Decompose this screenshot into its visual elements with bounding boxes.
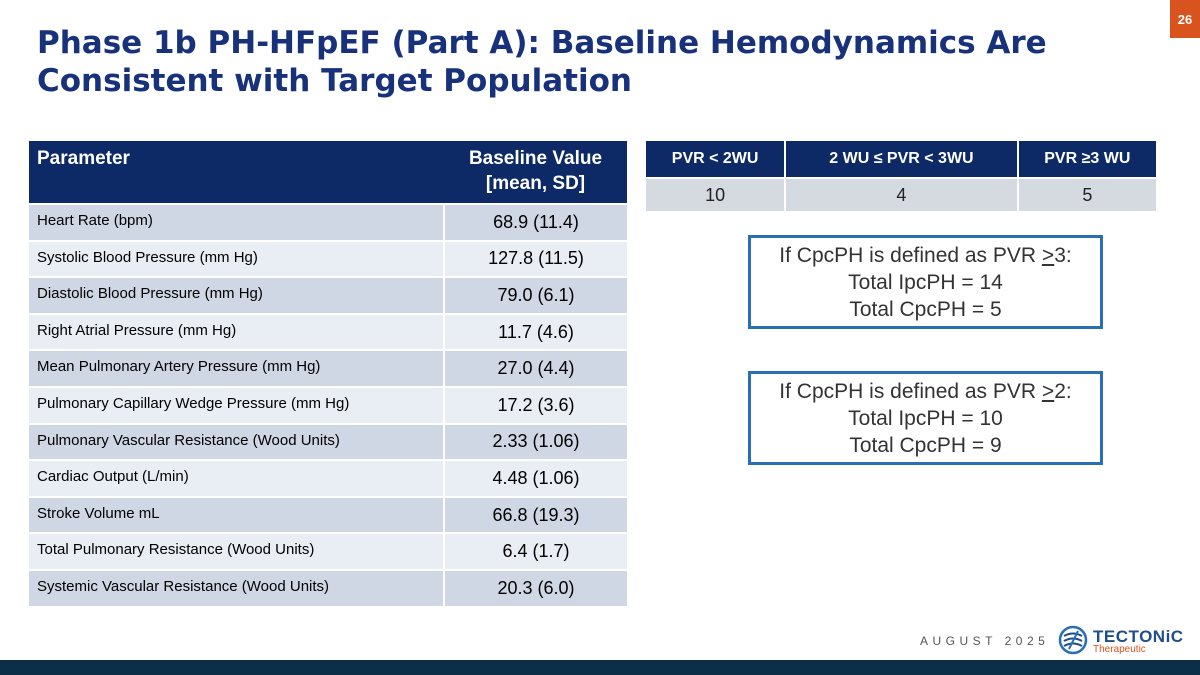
callout-cpcph-total: Total CpcPH = 5 [849, 298, 1002, 321]
table-row: Systemic Vascular Resistance (Wood Units… [29, 568, 627, 606]
pvr-distribution-table: PVR < 2WU 2 WU ≤ PVR < 3WU PVR ≥3 WU 10 … [646, 141, 1156, 211]
callout-threshold-value: 2: [1054, 380, 1072, 403]
bottom-bar [0, 660, 1200, 675]
table-row: Total Pulmonary Resistance (Wood Units) … [29, 532, 627, 570]
parameter-name: Mean Pulmonary Artery Pressure (mm Hg) [29, 349, 444, 387]
table-row: Cardiac Output (L/min) 4.48 (1.06) [29, 459, 627, 497]
parameter-value: 17.2 (3.6) [443, 385, 627, 424]
slide-number: 26 [1170, 0, 1200, 38]
callout-definition: If CpcPH is defined as PVR >3: [751, 242, 1100, 269]
count-pvr-gte-3: 5 [1016, 177, 1156, 211]
parameter-value: 2.33 (1.06) [443, 422, 627, 461]
slide-title: Phase 1b PH-HFpEF (Part A): Baseline Hem… [37, 25, 1047, 99]
parameter-name: Diastolic Blood Pressure (mm Hg) [29, 276, 444, 314]
callout-pvr-3: If CpcPH is defined as PVR >3: Total Ipc… [748, 235, 1103, 329]
parameter-name: Stroke Volume mL [29, 495, 444, 534]
parameter-value: 79.0 (6.1) [443, 276, 627, 314]
callout-threshold-value: 3: [1054, 244, 1072, 267]
tectonic-logo-icon [1058, 625, 1088, 655]
table-row: Diastolic Blood Pressure (mm Hg) 79.0 (6… [29, 276, 627, 314]
table-row: Pulmonary Vascular Resistance (Wood Unit… [29, 422, 627, 461]
count-pvr-lt-2: 10 [646, 177, 786, 211]
parameter-name: Pulmonary Vascular Resistance (Wood Unit… [29, 422, 444, 461]
baseline-parameter-table: Parameter Baseline Value [mean, SD] Hear… [29, 141, 627, 606]
parameter-name: Cardiac Output (L/min) [29, 459, 444, 497]
company-logo: TECTONiC Therapeutic [1058, 625, 1183, 659]
header-pvr-gte-3: PVR ≥3 WU [1016, 141, 1156, 178]
table-row: Stroke Volume mL 66.8 (19.3) [29, 495, 627, 534]
parameter-name: Heart Rate (bpm) [29, 203, 444, 241]
parameter-name: Total Pulmonary Resistance (Wood Units) [29, 532, 444, 570]
table-row: Mean Pulmonary Artery Pressure (mm Hg) 2… [29, 349, 627, 387]
parameter-value: 27.0 (4.4) [443, 349, 627, 387]
header-pvr-lt-2: PVR < 2WU [646, 141, 786, 178]
count-pvr-2-to-3: 4 [784, 177, 1018, 211]
callout-cpcph-total: Total CpcPH = 9 [849, 434, 1002, 457]
parameter-name: Systemic Vascular Resistance (Wood Units… [29, 568, 444, 606]
parameter-name: Pulmonary Capillary Wedge Pressure (mm H… [29, 385, 444, 424]
table-row: Right Atrial Pressure (mm Hg) 11.7 (4.6) [29, 312, 627, 351]
callout-ipcph-total: Total IpcPH = 14 [848, 271, 1003, 294]
parameter-value: 127.8 (11.5) [443, 239, 627, 278]
logo-subtitle: Therapeutic [1093, 644, 1146, 655]
header-pvr-2-to-3: 2 WU ≤ PVR < 3WU [784, 141, 1018, 178]
callout-definition-text: If CpcPH is defined as PVR [779, 380, 1042, 403]
parameter-name: Right Atrial Pressure (mm Hg) [29, 312, 444, 351]
header-parameter: Parameter [29, 141, 444, 204]
footer-date: AUGUST 2025 [920, 634, 1050, 648]
table-row: Systolic Blood Pressure (mm Hg) 127.8 (1… [29, 239, 627, 278]
parameter-name: Systolic Blood Pressure (mm Hg) [29, 239, 444, 278]
parameter-value: 6.4 (1.7) [443, 532, 627, 570]
callout-threshold-symbol: > [1041, 244, 1055, 267]
parameter-value: 66.8 (19.3) [443, 495, 627, 534]
parameter-value: 11.7 (4.6) [443, 312, 627, 351]
parameter-value: 68.9 (11.4) [443, 203, 627, 241]
callout-pvr-2: If CpcPH is defined as PVR >2: Total Ipc… [748, 371, 1103, 465]
table-row: Pulmonary Capillary Wedge Pressure (mm H… [29, 385, 627, 424]
callout-threshold-symbol: > [1041, 380, 1055, 403]
table-row: 10 4 5 [646, 177, 1156, 211]
header-baseline-value: Baseline Value [mean, SD] [444, 141, 627, 204]
parameter-value: 20.3 (6.0) [443, 568, 627, 606]
callout-definition-text: If CpcPH is defined as PVR [779, 244, 1042, 267]
parameter-value: 4.48 (1.06) [443, 459, 627, 497]
callout-ipcph-total: Total IpcPH = 10 [848, 407, 1003, 430]
logo-name: TECTONiC [1093, 627, 1184, 646]
table-row: Heart Rate (bpm) 68.9 (11.4) [29, 203, 627, 241]
callout-definition: If CpcPH is defined as PVR >2: [751, 378, 1100, 405]
